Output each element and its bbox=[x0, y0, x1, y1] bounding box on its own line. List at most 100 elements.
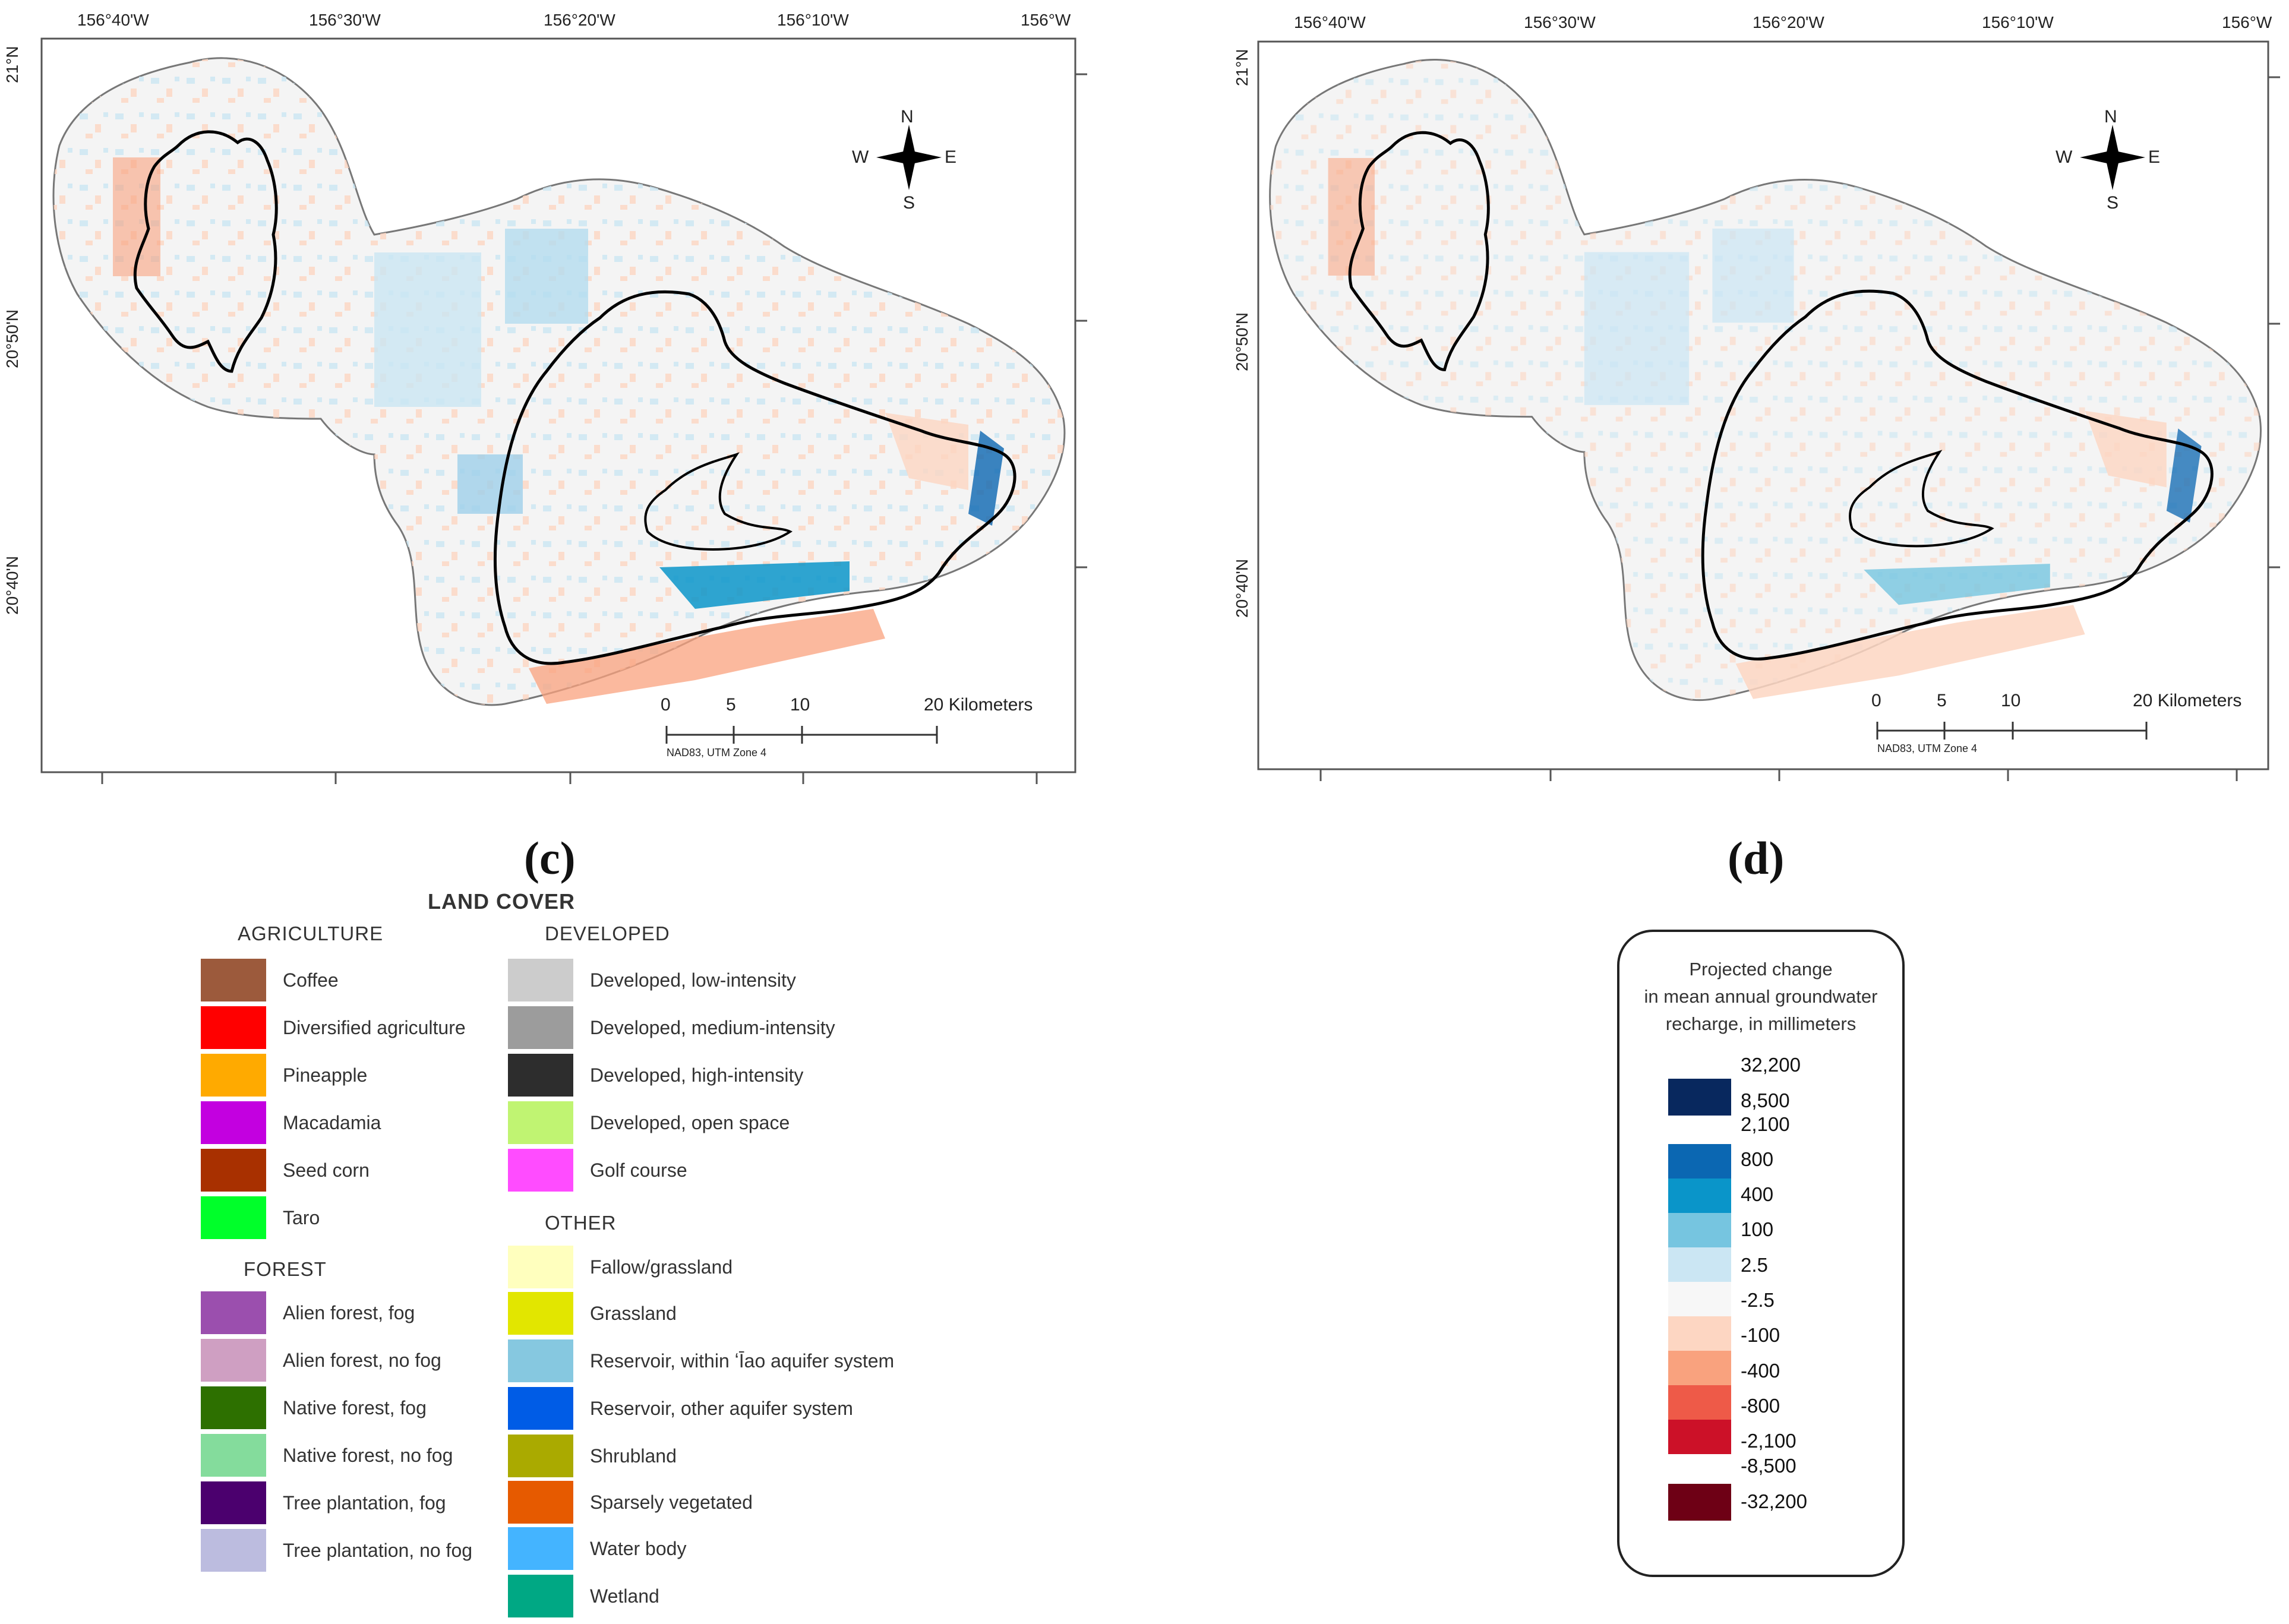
compass-w-c: W bbox=[852, 147, 869, 167]
lon-label-c-3: 156°20'W bbox=[544, 11, 615, 29]
legend-item: Tree plantation, fog bbox=[201, 1480, 446, 1525]
maps-layer bbox=[40, 37, 2280, 784]
legend-swatch bbox=[508, 1054, 573, 1097]
scale-10-d: 10 bbox=[2001, 691, 2021, 710]
legend-item: Developed, low-intensity bbox=[508, 958, 796, 1003]
lat-label-d-1: 21°N bbox=[1233, 49, 1251, 86]
lon-label-c-1: 156°40'W bbox=[77, 11, 149, 29]
legend-label: Grassland bbox=[590, 1302, 677, 1324]
legend-item: Developed, high-intensity bbox=[508, 1053, 803, 1098]
legend-item: Taro bbox=[201, 1195, 320, 1240]
recharge-class-label: -8,500 bbox=[1741, 1455, 1797, 1477]
legend-item: Alien forest, no fog bbox=[201, 1338, 441, 1383]
legend-swatch bbox=[201, 1149, 266, 1192]
panel-label-c: (c) bbox=[524, 832, 576, 884]
legend-label: Reservoir, within ʻĪao aquifer system bbox=[590, 1350, 895, 1372]
legend-swatch bbox=[201, 1339, 266, 1382]
recharge-class-label: 100 bbox=[1741, 1218, 1774, 1240]
legend-swatch bbox=[508, 959, 573, 1001]
legend-item: Developed, medium-intensity bbox=[508, 1005, 835, 1050]
legend-label: Developed, open space bbox=[590, 1111, 790, 1133]
legend-label: Developed, medium-intensity bbox=[590, 1016, 835, 1038]
legend-swatch bbox=[201, 1196, 266, 1239]
legend-swatch bbox=[508, 1387, 573, 1430]
legend-label: Seed corn bbox=[283, 1159, 370, 1181]
section-other: OTHER bbox=[545, 1212, 617, 1234]
compass-s-d: S bbox=[2107, 193, 2119, 213]
legend-item: Wetland bbox=[508, 1574, 659, 1619]
recharge-swatch bbox=[1668, 1213, 1731, 1247]
legend-label: Coffee bbox=[283, 969, 339, 991]
recharge-swatch bbox=[1668, 1316, 1731, 1351]
legend-item: Macadamia bbox=[201, 1100, 381, 1145]
legend-label: Taro bbox=[283, 1206, 320, 1228]
recharge-title-line: Projected change bbox=[1689, 959, 1833, 980]
recharge-title-line: in mean annual groundwater bbox=[1644, 986, 1878, 1007]
legend-label: Shrubland bbox=[590, 1445, 677, 1467]
scale-0-d: 0 bbox=[1871, 691, 1881, 710]
scale-10-c: 10 bbox=[790, 695, 810, 715]
lat-label-d-2: 20°50'N bbox=[1233, 312, 1251, 371]
legend-label: Fallow/grassland bbox=[590, 1256, 733, 1278]
legend-swatch bbox=[201, 1101, 266, 1144]
recharge-class-label: -100 bbox=[1741, 1324, 1780, 1346]
legend-swatch bbox=[508, 1292, 573, 1335]
scale-5-c: 5 bbox=[726, 695, 736, 715]
legend-item: Coffee bbox=[201, 958, 339, 1003]
datum-d: NAD83, UTM Zone 4 bbox=[1877, 743, 1978, 754]
legend-item: Water body bbox=[508, 1526, 686, 1571]
legend-item: Fallow/grassland bbox=[508, 1244, 733, 1290]
recharge-class-label: 400 bbox=[1741, 1183, 1774, 1205]
recharge-swatch bbox=[1668, 1144, 1731, 1178]
legend-swatch bbox=[508, 1527, 573, 1570]
legend-item: Diversified agriculture bbox=[201, 1005, 466, 1050]
lon-label-c-4: 156°10'W bbox=[777, 11, 849, 29]
scale-20-c: 20 Kilometers bbox=[924, 695, 1033, 715]
lon-label-d-5: 156°W bbox=[2222, 13, 2272, 31]
compass-e-c: E bbox=[945, 147, 957, 167]
recharge-swatch bbox=[1668, 1178, 1731, 1213]
legend-swatch bbox=[201, 1291, 266, 1334]
recharge-legend-title: Projected change in mean annual groundwa… bbox=[1619, 956, 1902, 1038]
recharge-class-label: 32,200 bbox=[1741, 1054, 1801, 1076]
legend-item: Sparsely vegetated bbox=[508, 1480, 753, 1525]
scale-20-d: 20 Kilometers bbox=[2133, 691, 2242, 710]
legend-swatch bbox=[508, 1246, 573, 1288]
legend-swatch bbox=[201, 1006, 266, 1049]
recharge-class-label: -800 bbox=[1741, 1395, 1780, 1417]
legend-item: Tree plantation, no fog bbox=[201, 1528, 472, 1573]
legend-label: Water body bbox=[590, 1537, 687, 1559]
section-agriculture: AGRICULTURE bbox=[238, 922, 384, 944]
compass-n-c: N bbox=[901, 107, 914, 127]
lon-label-d-3: 156°20'W bbox=[1753, 13, 1824, 31]
legend-item: Shrubland bbox=[508, 1433, 677, 1478]
legend-label: Wetland bbox=[590, 1585, 659, 1607]
legend-swatch bbox=[201, 959, 266, 1001]
lat-label-c-3: 20°40'N bbox=[3, 555, 21, 615]
scale-5-d: 5 bbox=[1937, 691, 1947, 710]
legend-label: Alien forest, fog bbox=[283, 1301, 415, 1323]
recharge-class-label: 8,500 bbox=[1741, 1089, 1790, 1111]
legend-swatch bbox=[508, 1575, 573, 1617]
legend-swatch bbox=[201, 1386, 266, 1429]
legend-label: Tree plantation, fog bbox=[283, 1492, 446, 1514]
panel-label-d: (d) bbox=[1728, 832, 1785, 884]
recharge-class-label: -32,200 bbox=[1741, 1490, 1807, 1512]
compass-s-c: S bbox=[903, 193, 915, 213]
lat-label-d-3: 20°40'N bbox=[1233, 558, 1251, 618]
legend-label: Native forest, no fog bbox=[283, 1444, 453, 1466]
legend-label: Developed, high-intensity bbox=[590, 1064, 804, 1086]
legend-label: Golf course bbox=[590, 1159, 687, 1181]
compass-w-d: W bbox=[2056, 147, 2073, 167]
recharge-class-label: 800 bbox=[1741, 1148, 1774, 1170]
lat-label-c-2: 20°50'N bbox=[3, 309, 21, 368]
recharge-class-label: -2,100 bbox=[1741, 1430, 1797, 1452]
legend-swatch bbox=[508, 1006, 573, 1049]
datum-c: NAD83, UTM Zone 4 bbox=[667, 747, 767, 759]
map-panel-c bbox=[40, 37, 1076, 773]
legend-swatch bbox=[508, 1149, 573, 1192]
recharge-swatch bbox=[1668, 1079, 1731, 1116]
recharge-swatch bbox=[1668, 1282, 1731, 1316]
legend-item: Native forest, no fog bbox=[201, 1433, 453, 1478]
legend-item: Grassland bbox=[508, 1291, 677, 1336]
